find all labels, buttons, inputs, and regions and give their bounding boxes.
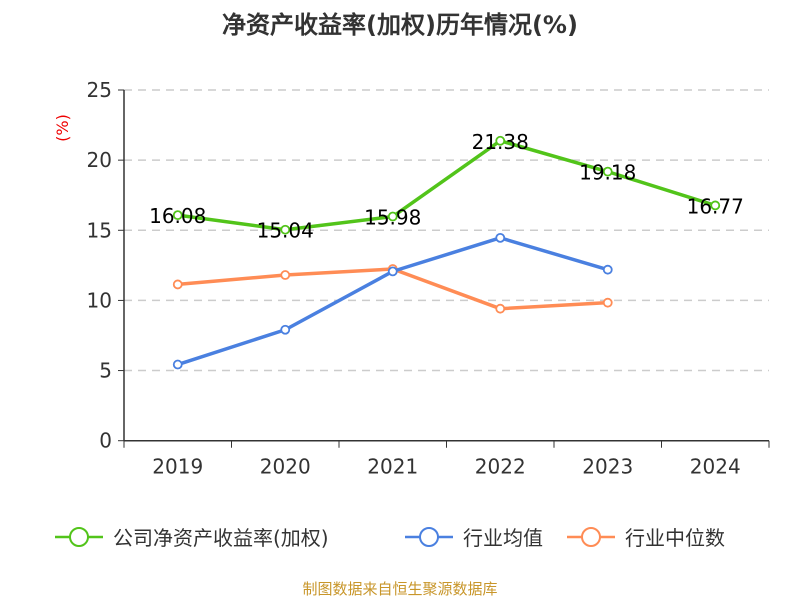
data-label: 19.18 xyxy=(579,161,636,185)
data-label: 15.98 xyxy=(364,206,421,230)
data-point xyxy=(280,324,291,335)
data-point xyxy=(172,210,183,221)
y-tick-label: 10 xyxy=(87,288,112,312)
series-line xyxy=(177,236,609,367)
data-label: 15.04 xyxy=(257,219,314,243)
data-label: 21.38 xyxy=(472,130,529,154)
source-note: 制图数据来自恒生聚源数据库 xyxy=(302,580,497,598)
y-tick-label: 15 xyxy=(87,218,112,242)
data-point xyxy=(280,270,291,280)
x-tick-label: 2023 xyxy=(582,455,633,479)
data-point xyxy=(387,211,398,222)
data-point xyxy=(602,166,613,177)
y-axis-label: (%) xyxy=(53,114,72,142)
y-tick-label: 0 xyxy=(99,429,112,453)
data-label: 16.77 xyxy=(687,194,744,218)
series-line xyxy=(177,139,716,232)
data-point xyxy=(495,135,506,146)
data-label: 16.08 xyxy=(149,204,206,228)
data-point xyxy=(602,297,613,308)
data-point xyxy=(280,224,291,235)
data-point xyxy=(495,232,506,243)
legend-label: 行业中位数 xyxy=(625,526,725,550)
data-point xyxy=(172,279,183,290)
x-tick-label: 2021 xyxy=(367,455,418,479)
legend-marker xyxy=(419,527,439,547)
x-tick-label: 2024 xyxy=(690,455,741,479)
x-tick-label: 2020 xyxy=(260,455,311,479)
y-tick-label: 5 xyxy=(99,359,112,383)
legend-marker xyxy=(69,527,89,547)
data-point xyxy=(495,303,506,314)
y-tick-label: 25 xyxy=(87,78,112,102)
legend-label: 行业均值 xyxy=(463,526,543,550)
data-point xyxy=(387,266,398,277)
y-tick-label: 20 xyxy=(87,148,112,172)
x-tick-label: 2022 xyxy=(475,455,526,479)
data-point xyxy=(172,359,183,370)
legend-marker xyxy=(581,527,601,547)
chart-title: 净资产收益率(加权)历年情况(%) xyxy=(222,11,578,39)
data-point xyxy=(602,264,613,275)
x-tick-label: 2019 xyxy=(152,455,203,479)
data-point xyxy=(710,200,721,211)
legend-label: 公司净资产收益率(加权) xyxy=(113,526,329,550)
